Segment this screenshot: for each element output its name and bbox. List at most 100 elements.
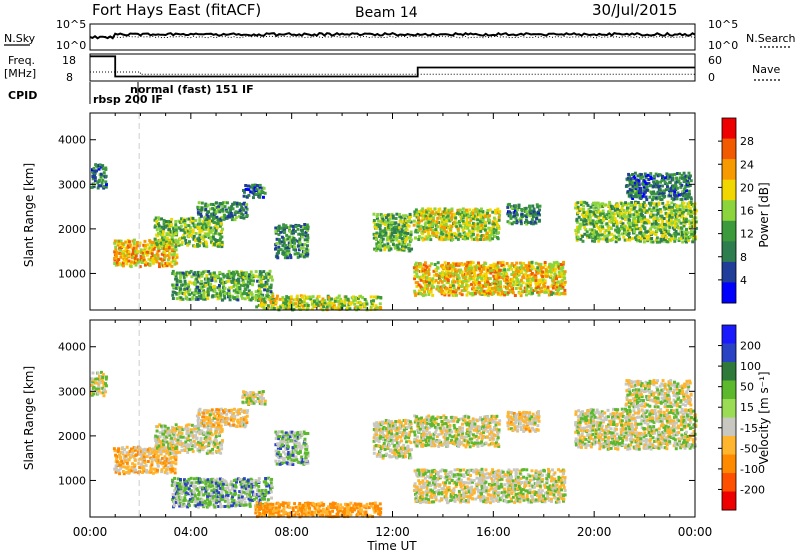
velocity-cell	[171, 493, 175, 496]
power-cell	[431, 222, 435, 226]
power-cell	[561, 278, 565, 282]
power-cell	[506, 292, 510, 296]
velocity-cell	[90, 393, 94, 397]
power-cell	[682, 224, 686, 228]
velocity-cell	[154, 434, 158, 438]
power-cell	[105, 182, 108, 186]
power-cell	[415, 213, 419, 217]
velocity-cell	[217, 450, 220, 454]
power-cell	[540, 290, 544, 293]
velocity-cell	[187, 444, 191, 448]
power-cell	[508, 214, 512, 218]
power-cell	[482, 267, 486, 271]
power-cell	[209, 207, 213, 211]
power-cell	[398, 226, 402, 230]
power-cell	[306, 225, 310, 229]
velocity-cell	[162, 449, 166, 453]
power-cell	[119, 242, 123, 246]
power-cell	[399, 232, 403, 236]
power-cell	[671, 176, 675, 180]
power-cell	[454, 290, 458, 294]
power-cell	[504, 281, 508, 285]
power-cell	[233, 272, 237, 276]
power-cell	[183, 223, 187, 227]
power-cell	[179, 275, 182, 278]
power-cell	[99, 175, 103, 179]
power-cell	[206, 290, 210, 293]
velocity-cell	[174, 451, 178, 454]
power-cell	[95, 164, 98, 168]
power-cell	[174, 220, 178, 223]
power-cell	[207, 270, 211, 274]
power-cell	[222, 290, 226, 294]
velocity-cell	[181, 428, 185, 432]
power-cell	[608, 207, 612, 211]
power-cell	[255, 305, 259, 309]
power-cell	[530, 260, 534, 264]
power-cell	[663, 237, 667, 241]
power-cell	[520, 209, 524, 213]
power-cell	[157, 239, 161, 243]
power-cell	[639, 191, 643, 195]
power-y-tick-label: 2000	[58, 223, 86, 236]
velocity-cell	[202, 441, 206, 445]
power-cell	[270, 275, 274, 279]
power-cell	[374, 304, 378, 308]
power-cell	[435, 211, 439, 215]
power-cell	[623, 238, 627, 242]
power-cell	[214, 224, 218, 228]
power-cell	[601, 225, 605, 229]
power-cell	[259, 304, 263, 307]
velocity-cell	[220, 429, 224, 433]
power-cell	[356, 301, 360, 305]
power-cell	[506, 285, 510, 289]
power-cell	[421, 238, 425, 242]
power-cell	[650, 237, 654, 240]
power-cell	[293, 245, 297, 249]
power-cell	[436, 274, 439, 277]
velocity-cell	[242, 390, 246, 394]
power-cell	[659, 239, 663, 243]
velocity-cell	[167, 444, 171, 448]
velocity-cell	[219, 415, 223, 419]
power-cell	[611, 212, 615, 216]
power-cell	[207, 234, 211, 238]
power-cell	[296, 255, 300, 259]
power-cell	[678, 172, 682, 176]
power-cell	[445, 219, 448, 223]
power-cell	[398, 230, 402, 234]
power-y-tick-label: 1000	[58, 267, 86, 280]
power-cell	[388, 222, 392, 226]
power-cell	[419, 227, 422, 231]
power-cell	[469, 224, 473, 228]
power-cell	[306, 307, 310, 311]
velocity-cell	[243, 425, 247, 429]
power-cell	[198, 206, 202, 210]
power-cell	[626, 190, 630, 194]
velocity-cell	[245, 414, 249, 418]
power-cell	[645, 230, 649, 234]
power-cell	[372, 212, 376, 216]
velocity-cell	[199, 439, 203, 443]
velocity-cell	[155, 459, 159, 463]
power-cell	[661, 193, 665, 197]
power-cell	[692, 209, 696, 213]
power-cell	[511, 283, 515, 287]
power-cell	[515, 261, 519, 265]
power-cell	[674, 188, 678, 191]
power-cell	[404, 224, 407, 227]
power-cell	[478, 234, 482, 238]
power-cell	[581, 239, 585, 243]
power-cell	[338, 300, 342, 304]
power-cell	[230, 214, 234, 218]
velocity-cell	[176, 433, 180, 437]
velocity-cell	[209, 429, 213, 433]
power-cell	[165, 264, 169, 268]
velocity-cell	[173, 483, 176, 486]
power-cell	[492, 262, 496, 266]
velocity-cell	[205, 417, 209, 421]
power-cell	[489, 266, 493, 270]
power-cell	[508, 202, 511, 206]
power-cell	[220, 202, 224, 206]
power-cell	[658, 223, 662, 227]
